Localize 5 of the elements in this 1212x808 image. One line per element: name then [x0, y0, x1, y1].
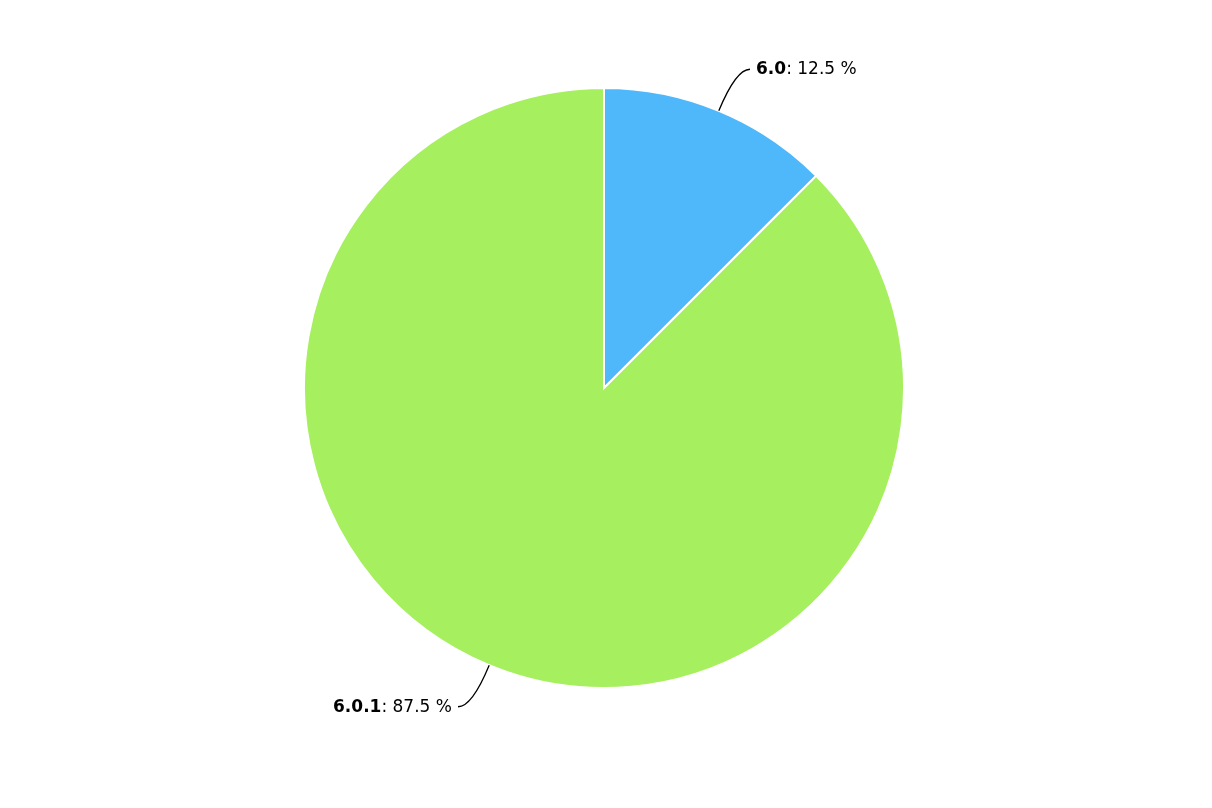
pie-slice: [303, 87, 905, 689]
slice-label: 6.0: [756, 58, 787, 79]
data-label: : 87.5 %: [381, 695, 452, 716]
slice-label: 6.0.1: [333, 695, 382, 716]
data-label: : 12.5 %: [786, 58, 857, 79]
